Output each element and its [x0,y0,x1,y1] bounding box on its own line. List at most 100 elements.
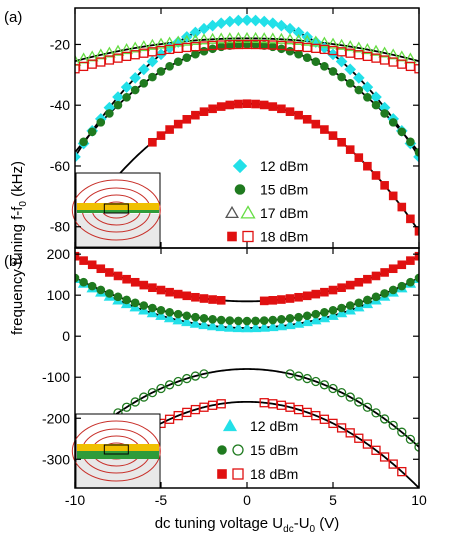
data-point [232,31,245,43]
y-tick-label: 0 [62,328,70,344]
data-point [191,110,200,120]
data-point [129,72,142,84]
data-point [371,271,381,281]
legend-marker [222,418,238,432]
data-point [165,125,174,134]
data-point [111,44,125,56]
data-point [337,137,346,147]
data-point [380,181,389,190]
data-point [206,32,219,44]
data-point [105,289,114,298]
data-point [122,93,131,102]
data-point [103,46,116,58]
data-point [277,104,286,114]
data-point [337,72,346,82]
data-point [414,442,419,452]
panel-a: -80 -60 -40 -20 12 dBm 15 dBm 17 dBm 18 dBm (a… [4,7,420,249]
data-point [148,303,157,313]
data-point [105,109,114,118]
data-point [199,294,209,303]
data-point [249,14,262,27]
data-point [234,316,243,326]
fit-curve-b-3 [75,368,419,448]
field-line [71,420,161,482]
data-point [122,274,131,284]
data-point [232,322,245,333]
data-point [139,392,149,402]
legend-label: 15 dBm [260,182,308,198]
data-point [277,315,286,324]
data-point [354,397,364,407]
data-point [397,466,407,477]
x-tick-label: -10 [65,492,85,508]
data-point [257,32,271,44]
data-point [371,408,381,418]
data-point [197,33,211,45]
data-point [371,292,381,302]
data-point [328,383,338,394]
y-tick-label: -200 [42,410,70,426]
data-point [302,115,312,124]
legend-marker [240,205,256,219]
data-point [363,93,372,102]
data-point [406,277,415,287]
data-point [268,315,278,325]
y-tick-label: 100 [47,287,71,303]
data-point [173,119,183,129]
data-point [345,145,355,154]
data-point [309,35,323,47]
panel-a-legend: 12 dBm 15 dBm 17 dBm 18 dBm [225,158,308,245]
data-point [345,280,355,290]
data-point [361,43,374,55]
data-point [172,314,184,325]
data-point [266,32,280,44]
data-point [258,15,271,28]
legend-label: 18 dBm [260,229,308,245]
data-point [208,315,217,324]
panel-a-ticks: -80 -60 -40 -20 [50,8,420,248]
data-point [242,99,252,108]
data-point [300,34,314,46]
data-point [388,264,398,274]
data-point [130,277,140,287]
data-point [87,127,97,137]
data-point [121,402,132,412]
data-point [320,287,329,297]
data-point [173,57,183,67]
data-point [275,32,288,44]
data-point [301,316,313,327]
field-line [71,179,161,241]
data-point [371,100,381,110]
data-point [362,439,373,449]
data-point [189,26,202,39]
data-point [225,316,235,325]
data-point [199,369,209,379]
inset-electrode [103,203,129,214]
data-point [335,38,348,50]
data-point [182,53,192,62]
data-point [241,14,253,26]
data-point [182,115,192,124]
data-point [397,260,407,270]
data-point [148,72,157,82]
data-point [294,312,303,322]
data-point [328,131,338,140]
data-point [215,321,227,332]
data-point [319,380,330,390]
data-point [223,15,236,28]
data-point [173,309,183,319]
data-point [79,256,88,265]
legend-label: 15 dBm [250,442,298,458]
data-point [137,63,150,76]
data-point [302,53,312,62]
data-point [371,171,381,180]
data-point [277,295,286,304]
panel-b: -300 -200 -100 0 100 200 -10 -5 0 5 10 12 dBm 15 dB… [4,246,427,508]
data-point [318,36,331,48]
data-point [310,314,322,325]
data-point [113,292,123,302]
data-point [181,316,193,327]
data-point [343,40,357,52]
y-tick-label: -20 [50,36,70,52]
data-point [292,33,305,45]
